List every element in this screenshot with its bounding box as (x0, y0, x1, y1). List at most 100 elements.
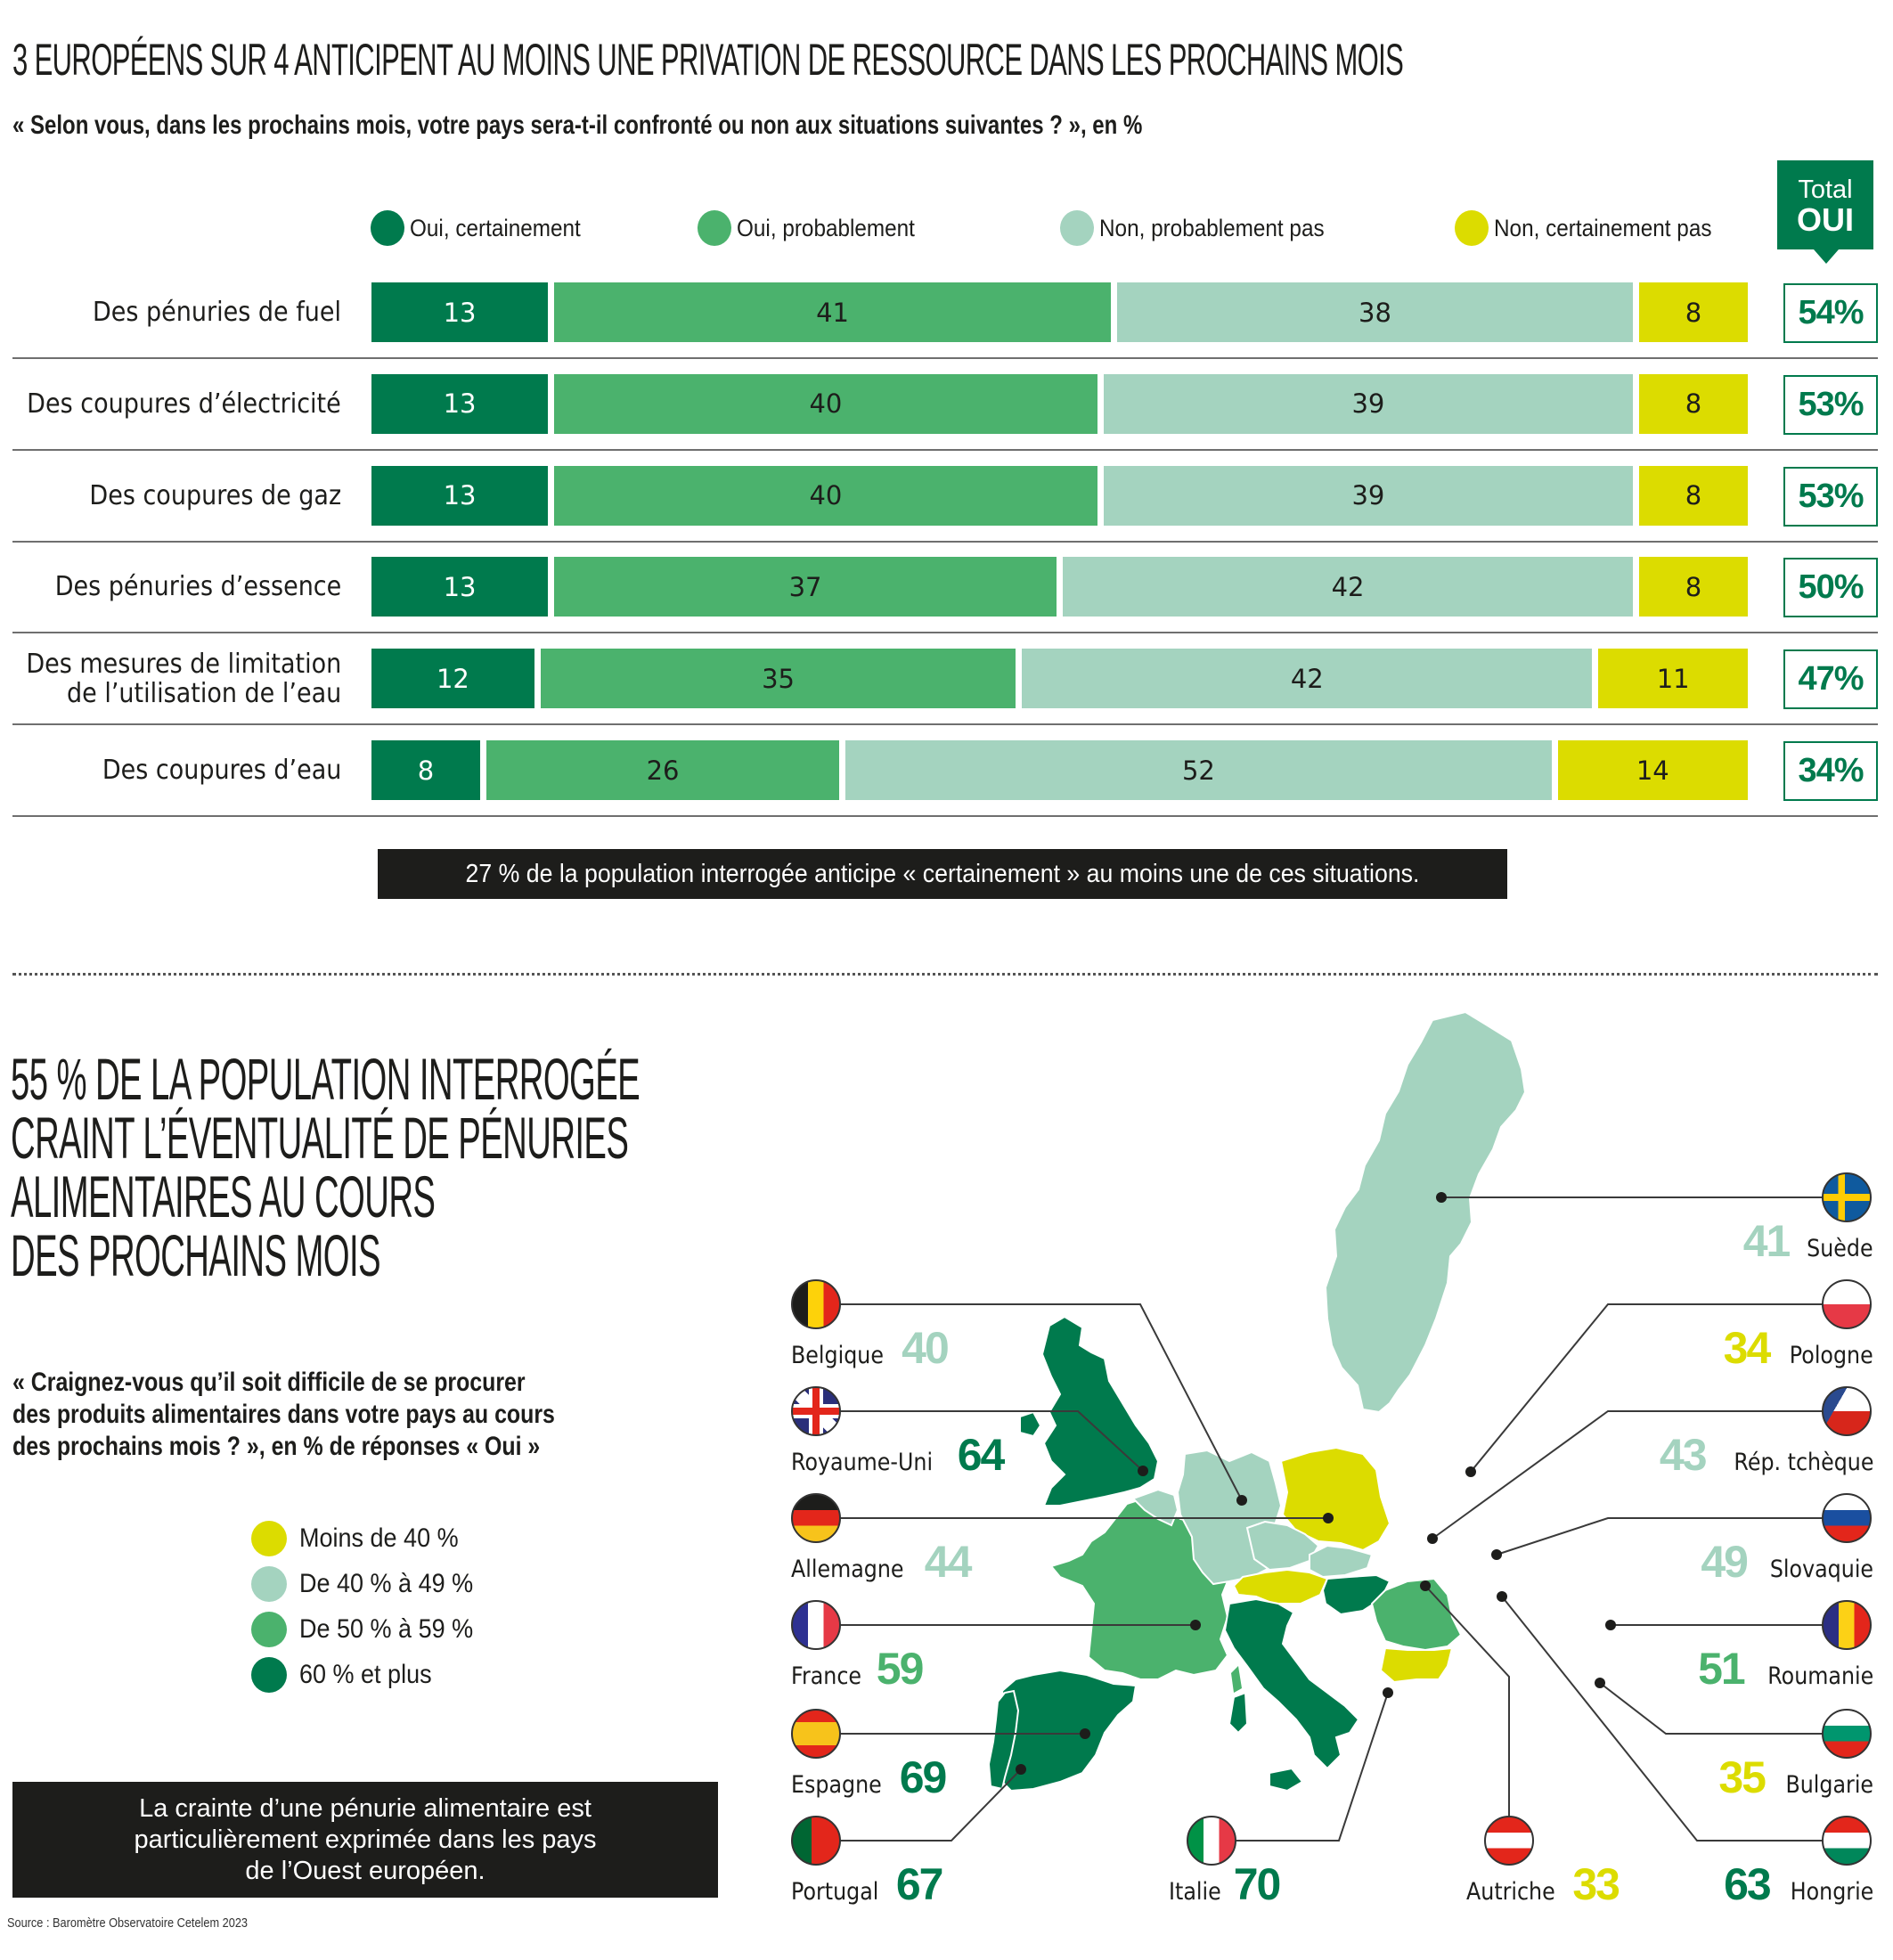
bar-value-label: 39 (1351, 388, 1385, 420)
callout-box: 27 % de la population interrogée anticip… (378, 849, 1507, 899)
legend-swatch (251, 1566, 287, 1602)
country-marker (1491, 1549, 1502, 1560)
country-label: 51 Roumanie (1698, 1643, 1873, 1695)
bar-segment: 14 (1557, 740, 1748, 800)
legend-label: De 50 % à 59 % (299, 1614, 474, 1644)
country-name: Espagne (791, 1771, 882, 1799)
total-oui-value: 50% (1783, 558, 1878, 618)
total-oui-header: Total OUI (1777, 160, 1873, 264)
row-label-line: Des coupures d’électricité (27, 388, 341, 420)
map-legend-item: De 40 % à 49 % (251, 1566, 493, 1602)
leader-line (1501, 1596, 1847, 1842)
country-value: 40 (902, 1323, 950, 1373)
callout2-line: de l’Ouest européen. (245, 1856, 485, 1885)
row-label-line: Des coupures de gaz (89, 479, 341, 511)
section2-title-line: CRAINT L’ÉVENTUALITÉ DE PÉNURIES (11, 1105, 629, 1171)
map-countries (987, 1010, 1527, 1793)
flag-icon-italie (1187, 1816, 1236, 1866)
row-label: Des pénuries d’essence (54, 572, 341, 601)
country-name: Belgique (791, 1342, 884, 1369)
bar-segment: 42 (1063, 557, 1634, 617)
country-slovaquie (1309, 1544, 1374, 1579)
bar-value-label: 12 (436, 663, 469, 694)
row-label-line: Des pénuries d’essence (54, 571, 341, 603)
legend-swatch (251, 1612, 287, 1647)
row-label-line: Des mesures de limitation (26, 648, 341, 680)
flag-icon-suède (1822, 1172, 1872, 1222)
section2-title-line: 55 % DE LA POPULATION INTERROGÉE (11, 1046, 641, 1112)
flag-icon-portugal (791, 1816, 841, 1866)
bar-segment: 11 (1598, 649, 1748, 709)
section2-question-line: des produits alimentaires dans votre pay… (12, 1400, 555, 1429)
bar-segment: 39 (1103, 465, 1634, 526)
leader-line (816, 1768, 1022, 1842)
section2-question-line: des prochains mois ? », en % de réponses… (12, 1432, 541, 1461)
main-title: 3 EUROPÉENS SUR 4 ANTICIPENT AU MOINS UN… (12, 35, 1404, 85)
callout2-line: La crainte d’une pénurie alimentaire est (139, 1793, 592, 1823)
legend-item: Non, probablement pas (1060, 210, 1350, 246)
bar-value-label: 8 (1685, 480, 1702, 511)
bar-segment: 13 (371, 557, 549, 617)
bar-value-label: 38 (1359, 297, 1391, 328)
legend-label: 60 % et plus (299, 1660, 432, 1689)
bar-segment: 12 (371, 649, 534, 709)
section2-title: 55 % DE LA POPULATION INTERROGÉE CRAINT … (11, 1046, 641, 1285)
legend-label: Oui, probablement (737, 214, 915, 241)
row-label: Des pénuries de fuel (93, 298, 341, 327)
country-royaume-uni (1019, 1315, 1160, 1507)
country-label: 41 Suède (1743, 1215, 1873, 1267)
country-value: 34 (1723, 1323, 1772, 1373)
flag-icon-bulgarie (1822, 1709, 1872, 1759)
legend-label: Non, certainement pas (1494, 214, 1712, 241)
leader-line (1432, 1410, 1847, 1539)
country-marker (1595, 1678, 1605, 1688)
country-label: Allemagne 44 (791, 1536, 973, 1588)
callout-box-2: La crainte d’une pénurie alimentaire est… (12, 1782, 718, 1898)
country-label: Italie 70 (1169, 1858, 1282, 1910)
flag-icon-autriche (1484, 1816, 1534, 1866)
legend-label: Moins de 40 % (299, 1523, 459, 1553)
row-label: Des mesures de limitation de l’utilisatio… (26, 649, 341, 708)
bar-value-label: 8 (1685, 388, 1702, 420)
country-name: Suède (1807, 1235, 1873, 1262)
legend-item: Oui, certainement (371, 210, 600, 246)
country-value: 44 (924, 1537, 973, 1587)
country-name: Rép. tchèque (1733, 1449, 1873, 1476)
country-marker (1080, 1728, 1090, 1739)
bar-segment: 13 (371, 465, 549, 526)
country-marker (1420, 1580, 1431, 1591)
country-label: France 59 (791, 1643, 924, 1695)
country-value: 70 (1233, 1859, 1282, 1909)
bar-value-label: 13 (443, 480, 477, 511)
bar-segment: 40 (554, 373, 1097, 434)
row-label-line: de l’utilisation de l’eau (66, 677, 341, 709)
bar-segment: 39 (1103, 373, 1634, 434)
country-label: Royaume-Uni 64 (791, 1429, 1005, 1481)
map-legend-item: 60 % et plus (251, 1657, 446, 1693)
bar-value-label: 35 (762, 663, 796, 694)
country-marker (1465, 1466, 1476, 1477)
leader-line (1212, 1692, 1389, 1842)
bar-value-label: 8 (1685, 297, 1702, 328)
country-value: 33 (1572, 1859, 1620, 1909)
bar-value-label: 14 (1636, 755, 1669, 786)
country-name: Autriche (1466, 1878, 1555, 1906)
country-label: Autriche 33 (1466, 1858, 1620, 1910)
bar-value-label: 8 (1685, 571, 1702, 602)
flag-icon-espagne (791, 1709, 841, 1759)
country-name: Allemagne (791, 1556, 904, 1583)
country-value: 69 (899, 1752, 948, 1802)
flag-icon-pologne (1822, 1279, 1872, 1329)
legend-label: Oui, certainement (410, 214, 581, 241)
down-arrow-icon (1814, 249, 1839, 264)
flag-icon-slovaquie (1822, 1493, 1872, 1543)
flag-icon-belgique (791, 1279, 841, 1329)
country-value: 67 (895, 1859, 944, 1909)
country-label: Belgique 40 (791, 1322, 950, 1374)
row-label: Des coupures de gaz (89, 481, 341, 510)
row-label: Des coupures d’eau (102, 755, 341, 785)
leader-line (816, 1303, 1243, 1501)
map-legend-item: Moins de 40 % (251, 1521, 476, 1556)
source-note: Source : Baromètre Observatoire Cetelem … (7, 1915, 249, 1931)
country-label: 35 Bulgarie (1718, 1752, 1873, 1803)
